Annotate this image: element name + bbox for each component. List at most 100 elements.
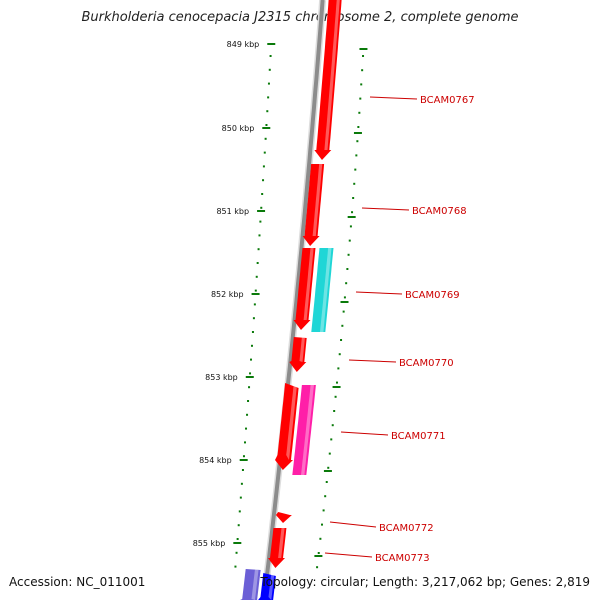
gene-label: BCAM0771 [391,431,446,442]
ruler-dot [239,496,242,499]
ruler-dot [255,275,258,278]
gene-arrow-bcam0772 [275,512,292,523]
ruler-dot [266,110,269,113]
ruler-dot [345,282,348,285]
gene-arrow-bcam0773 [268,528,287,568]
ruler-dot [349,225,352,228]
ruler-dot [358,111,361,114]
gene-leader-line [348,359,397,363]
ruler-dot [327,466,330,469]
ruler-dot [250,344,253,347]
gene-leader-line [340,431,389,436]
ruler-dot [251,331,254,333]
ruler-dot [257,248,260,251]
ruler-dot [319,537,322,540]
ruler-dot [351,211,354,214]
ruler-dot [244,441,247,444]
gene-label: BCAM0769 [405,290,460,301]
ruler-dot [245,427,248,430]
backbone-line [262,0,325,600]
gene-label: BCAM0770 [399,358,454,369]
accession-text: Accession: NC_011001 [9,575,146,589]
ruler-dot [236,538,239,540]
scale-label: 849 kbp [227,40,260,49]
ruler-dot [359,97,362,100]
ruler-dot [328,452,331,455]
gene-arrow-slate [240,569,261,600]
ruler-dot [316,566,319,569]
scale-label: 853 kbp [205,373,238,382]
ruler-dot [352,197,355,199]
ruler-dot [354,168,357,171]
gene-leader-line [329,521,377,528]
ruler-dot [347,253,350,256]
ruler-dot [267,96,270,99]
ruler-dot [263,151,266,154]
ruler-dot [259,220,262,223]
ruler-dot [322,509,325,512]
ruler-dot [362,55,365,57]
scale-label: 852 kbp [211,290,244,299]
ruler-dot [258,234,261,237]
ruler-dot [342,310,345,313]
ruler-dot [334,395,337,398]
ruler-dot [256,262,259,264]
outer-ruler [316,55,365,569]
ruler-dot [353,182,356,185]
map-title: Burkholderia cenocepacia J2315 chromosom… [81,10,519,25]
inner-ruler [234,55,272,568]
ruler-dot [267,82,270,85]
ruler-dot [343,296,346,299]
scale-label: 850 kbp [222,124,255,133]
scale-label: 855 kbp [193,539,226,548]
ruler-dot [254,289,257,292]
ruler-dot [237,524,240,527]
ruler-dot [333,410,336,412]
gene-label: BCAM0772 [379,523,434,534]
ruler-dot [268,68,271,71]
ruler-dot [346,268,349,270]
ruler-dot [361,69,364,72]
gene-arrow-magenta [290,385,316,475]
gene-leader-line [324,552,373,558]
ruler-dot [269,55,272,57]
ruler-dot [340,339,343,341]
ruler-dot [360,83,363,86]
ruler-dot [248,386,251,389]
gene-arrow-bcam0768 [302,164,325,246]
ruler-dot [234,565,237,568]
ruler-dot [260,206,263,209]
ruler-dot [253,303,256,306]
scale-label: 851 kbp [216,207,249,216]
ruler-dot [356,140,359,143]
gene-arrow-cyan [309,248,334,332]
ruler-dot [235,551,238,554]
ruler-dot [337,367,340,370]
gene-leader-line [361,207,410,211]
ruler-dot [264,137,267,140]
gene-label: BCAM0773 [375,553,430,564]
ruler-dot [357,126,360,128]
gene-arrow-bcam0767 [314,0,342,160]
gene-arrow-blue [258,573,276,600]
ruler-dot [338,353,341,356]
ruler-dot [265,124,268,126]
gene-label: BCAM0767 [420,95,475,106]
gene-arrow-bcam0769 [293,248,316,330]
ruler-dot [262,165,265,168]
ruler-dot [335,381,338,384]
ruler-dot [324,495,327,498]
ruler-dot [321,523,324,526]
ruler-dot [341,324,344,327]
scale-label: 854 kbp [199,456,232,465]
ruler-dot [238,510,241,513]
ruler-dot [240,482,243,485]
ruler-dot [355,154,358,157]
ruler-dot [317,552,320,554]
ruler-dot [331,424,334,427]
ruler-dot [249,372,252,375]
ruler-dot [261,193,264,195]
ruler-dot [348,239,351,242]
